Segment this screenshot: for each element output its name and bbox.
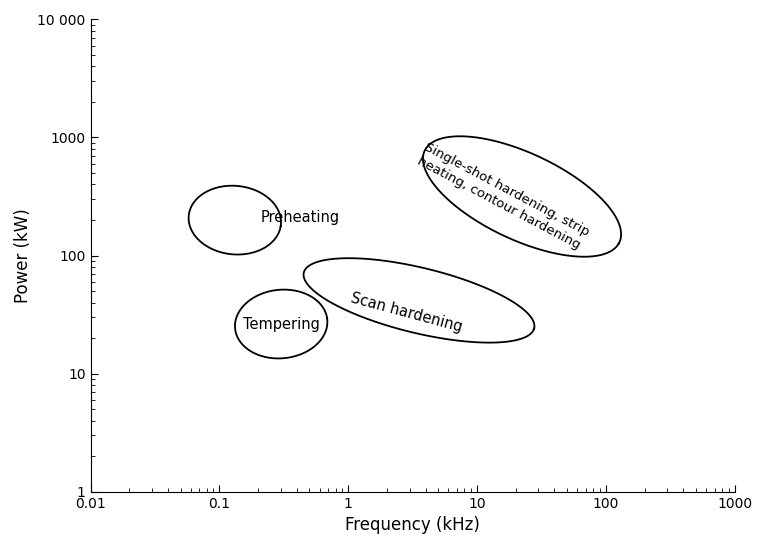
Text: Scan hardening: Scan hardening [349, 290, 463, 334]
Text: Single-shot hardening, strip
heating, contour hardening: Single-shot hardening, strip heating, co… [414, 141, 591, 252]
Y-axis label: Power (kW): Power (kW) [14, 208, 32, 303]
Text: Preheating: Preheating [260, 210, 339, 225]
X-axis label: Frequency (kHz): Frequency (kHz) [345, 516, 480, 534]
Text: Tempering: Tempering [243, 317, 319, 332]
